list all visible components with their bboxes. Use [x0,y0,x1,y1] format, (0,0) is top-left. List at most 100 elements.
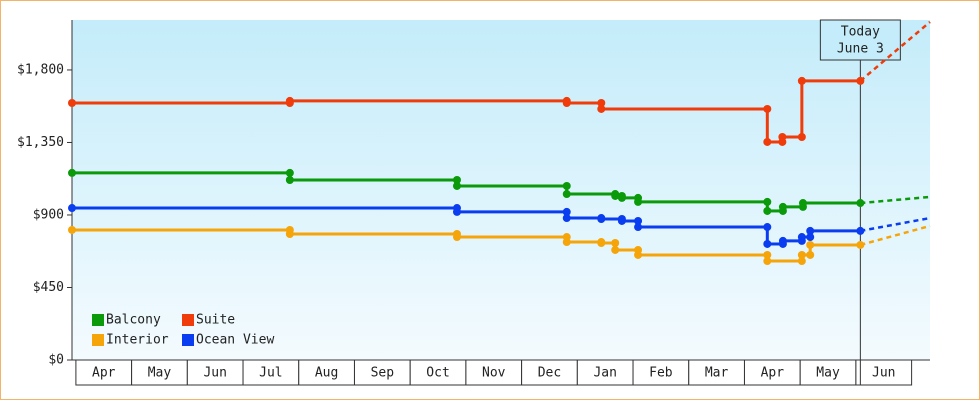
point [562,190,571,199]
point [763,239,772,248]
point [597,239,606,248]
point [452,207,461,216]
point [806,250,815,259]
point [798,199,807,208]
legend-swatch [182,314,194,326]
point [797,132,806,141]
point [806,226,815,235]
plot-area [72,20,930,360]
x-tick-label: Jun [203,366,226,381]
x-tick-label: Aug [315,366,338,381]
forecast-line [860,195,931,205]
point [763,223,772,232]
point [763,250,772,259]
point [285,229,294,238]
x-tick-label: Dec [538,366,561,381]
month-box [409,359,467,386]
point [562,207,571,216]
x-tick-label: Nov [482,366,506,381]
point [797,257,806,266]
point [562,98,571,107]
legend-label: Interior [106,333,169,348]
point [797,250,806,259]
point [611,239,620,248]
month-box [743,359,801,386]
point [634,216,643,225]
point [562,238,571,247]
forecast-line [859,20,931,82]
x-tick-label: Apr [761,366,785,381]
point [856,226,865,235]
point [68,204,76,213]
point [285,168,294,177]
today-label: June 3 [837,42,884,57]
point [597,104,606,113]
point [763,257,772,266]
point [806,240,815,249]
point [68,98,76,107]
month-box [242,359,300,386]
month-box [688,359,745,386]
point [452,176,461,185]
point [68,225,76,234]
x-tick-label: Sep [371,366,395,381]
month-box [353,359,411,386]
legend-label: Suite [196,313,235,328]
point [856,199,865,208]
month-box [576,359,634,386]
point [597,215,606,224]
x-tick-label: Feb [649,366,673,381]
point [778,236,787,245]
point [797,76,806,85]
point [634,197,643,206]
y-tick-label: $900 [33,207,64,222]
point [452,181,461,190]
legend-label: Balcony [106,313,161,328]
y-tick-label: $0 [48,353,64,368]
x-tick-label: Oct [426,366,449,381]
point [617,216,626,225]
point [856,76,865,85]
x-tick-label: May [148,366,172,381]
point [452,233,461,242]
point [634,223,643,232]
x-tick-label: Jul [259,366,282,381]
point [856,240,865,249]
point [68,168,76,177]
today-label: Today [841,25,880,40]
x-tick-label: Mar [705,366,729,381]
forecast-line [860,224,931,247]
point [763,137,772,146]
point [806,233,815,242]
y-tick-label: $1,350 [17,135,64,150]
point [285,176,294,185]
legend-swatch [92,334,104,346]
point [634,250,643,259]
month-box [855,359,913,386]
point [611,191,620,200]
legend-label: Ocean View [196,333,274,348]
forecast-line [860,216,931,233]
point [763,206,772,215]
x-tick-label: Jan [593,366,616,381]
point [562,214,571,223]
legend-swatch [182,334,194,346]
point [778,132,787,141]
point [597,98,606,107]
point [285,96,294,105]
month-box [298,359,355,386]
point [763,197,772,206]
legend-swatch [92,314,104,326]
point [611,245,620,254]
point [797,233,806,242]
month-box [521,359,578,386]
y-tick-label: $450 [33,280,64,295]
today-box [819,19,901,61]
x-tick-label: May [816,366,840,381]
x-tick-label: Jun [872,366,895,381]
point [763,104,772,113]
point [562,181,571,190]
point [778,202,787,211]
y-tick-label: $1,800 [17,62,64,77]
